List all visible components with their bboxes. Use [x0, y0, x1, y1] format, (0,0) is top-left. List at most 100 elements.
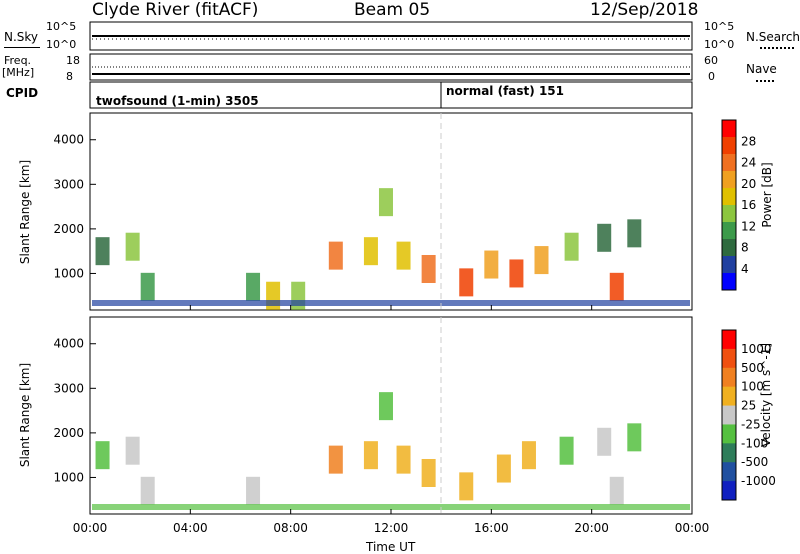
colorbar-segment: [722, 205, 736, 223]
colorbar-segment: [722, 171, 736, 189]
velocity-cluster: [246, 476, 261, 505]
velocity-cluster: [496, 454, 511, 483]
power-data-marks: [92, 188, 690, 310]
cpid-segment-1: twofsound (1-min) 3505: [96, 94, 259, 108]
colorbar-tick-label: 4: [741, 262, 749, 276]
colorbar-segment: [722, 120, 736, 138]
power-cluster: [597, 223, 612, 252]
x-axis-label: Time UT: [366, 540, 416, 554]
power-colorbar: 28 24 20 16 12 8 4: [721, 119, 756, 291]
velocity-cluster: [363, 441, 378, 470]
colorbar-frame: [721, 119, 737, 291]
beam-title: Beam 05: [354, 0, 431, 20]
velocity-cluster: [396, 445, 411, 474]
colorbar-segment: [722, 481, 736, 501]
nsky-label: N.Sky: [4, 30, 39, 44]
nsky-panel: [89, 21, 693, 51]
nsearch-legend-line: [760, 47, 794, 49]
freq-tick-high: 18: [66, 54, 80, 67]
power-cluster: [564, 232, 579, 261]
colorbar-segment: [722, 239, 736, 257]
y-tick-label: 3000: [53, 177, 84, 191]
y-tick-label: 3000: [53, 381, 84, 395]
colorbar-tick-label: 12: [741, 219, 756, 233]
velocity-colorbar-label: Velocity [m s^-1]: [759, 342, 773, 448]
colorbar-tick-label: -500: [741, 455, 768, 469]
freq-panel: [89, 53, 693, 81]
velocity-data-marks: [92, 392, 690, 510]
power-cluster: [421, 254, 436, 283]
nsky-tick-high: 10^5: [46, 20, 77, 33]
cpid-segment-2: normal (fast) 151: [446, 84, 564, 98]
nave-tick-high: 60: [704, 54, 718, 67]
velocity-cluster: [609, 476, 624, 505]
velocity-cluster: [125, 436, 140, 465]
y-tick-label: 1000: [53, 266, 84, 280]
power-cluster: [627, 219, 642, 248]
cpid-panel: [89, 81, 693, 109]
colorbar-segment: [722, 154, 736, 172]
velocity-cluster: [627, 423, 642, 452]
colorbar-segment: [722, 367, 736, 388]
power-cluster: [396, 241, 411, 270]
x-tick-label: 20:00: [574, 521, 609, 535]
colorbar-segment: [722, 273, 736, 291]
y-tick-label: 2000: [53, 426, 84, 440]
colorbar-segment: [722, 424, 736, 444]
colorbar-tick-label: 8: [741, 241, 749, 255]
x-ticks: 00:00 04:00 08:00 12:00 16:00 20:00 00:00: [73, 305, 710, 535]
colorbar-segment: [722, 222, 736, 240]
nsky-legend-line: [4, 47, 40, 48]
power-cluster: [125, 232, 140, 261]
power-ylabel: Slant Range [km]: [18, 159, 32, 265]
velocity-colorbar: 1000 500 100 25 -25 -100 -500 -1000: [721, 329, 776, 501]
nsearch-tick-high: 10^5: [704, 20, 735, 33]
colorbar-segment: [722, 256, 736, 274]
freq-unit: [MHz]: [2, 66, 35, 79]
nave-legend-line: [756, 80, 774, 82]
nsearch-label: N.Search: [746, 30, 800, 44]
y-tick-label: 1000: [53, 470, 84, 484]
nave-label: Nave: [746, 62, 777, 76]
colorbar-tick-label: 1000: [741, 342, 772, 356]
nsky-tick-low: 10^0: [46, 38, 77, 51]
power-colorbar-label: Power [dB]: [760, 162, 774, 228]
date-title: 12/Sep/2018: [590, 0, 699, 20]
velocity-cluster: [140, 476, 155, 505]
colorbar-segment: [722, 443, 736, 463]
colorbar-segment: [722, 137, 736, 155]
power-yticks: 4000 3000 2000 1000: [53, 133, 96, 280]
velocity-cluster: [459, 472, 474, 501]
x-tick-label: 00:00: [675, 521, 710, 535]
power-cluster: [328, 241, 343, 270]
velocity-cluster: [559, 436, 574, 465]
colorbar-segment: [722, 405, 736, 425]
power-cluster: [246, 272, 261, 301]
y-tick-label: 4000: [53, 133, 84, 147]
x-tick-label: 16:00: [474, 521, 509, 535]
x-tick-label: 04:00: [173, 521, 208, 535]
colorbar-tick-label: 100: [741, 380, 764, 394]
colorbar-segment: [722, 330, 736, 350]
colorbar-tick-label: 28: [741, 134, 756, 148]
power-cluster: [509, 259, 524, 288]
velocity-cluster: [95, 441, 110, 470]
x-tick-label: 00:00: [73, 521, 108, 535]
colorbar-segment: [722, 386, 736, 407]
colorbar-tick-label: 25: [741, 399, 756, 413]
colorbar-tick-label: 20: [741, 177, 756, 191]
velocity-yticks: 4000 3000 2000 1000: [53, 337, 96, 484]
colorbar-tick-label: -1000: [741, 474, 776, 488]
colorbar-tick-label: -100: [741, 436, 768, 450]
y-tick-label: 4000: [53, 337, 84, 351]
colorbar-frame: [721, 329, 737, 501]
velocity-cluster: [521, 441, 536, 470]
colorbar-tick-label: -25: [741, 417, 761, 431]
colorbar-tick-label: 24: [741, 156, 756, 170]
power-cluster: [609, 272, 624, 301]
y-tick-label: 2000: [53, 222, 84, 236]
nave-tick-low: 0: [708, 70, 715, 83]
x-tick-label: 08:00: [273, 521, 308, 535]
velocity-cluster: [328, 445, 343, 474]
